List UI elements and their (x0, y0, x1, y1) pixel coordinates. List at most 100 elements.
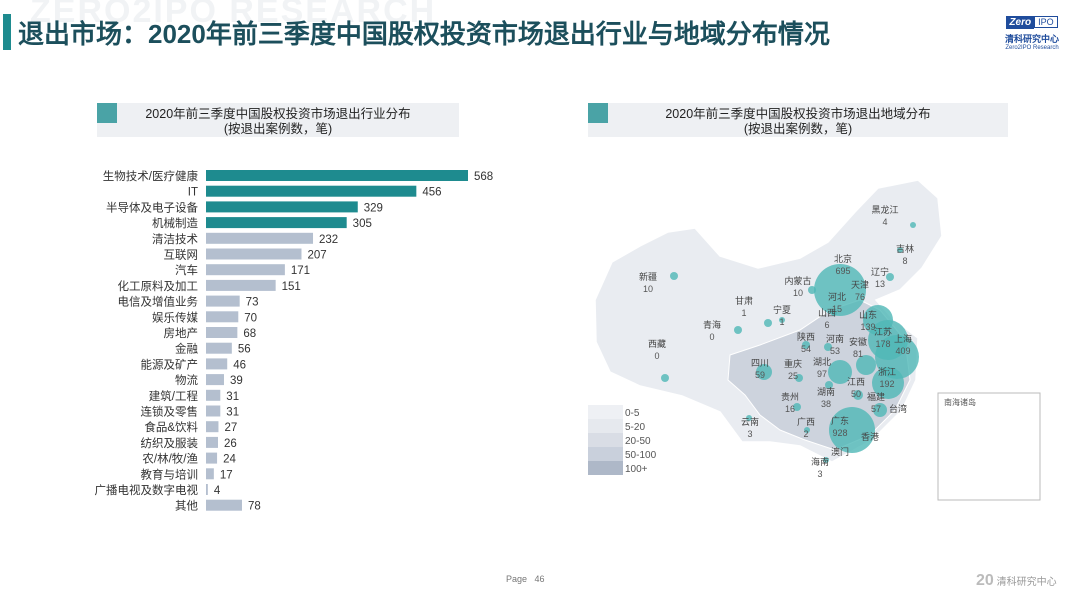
category-label: 建筑/工程 (149, 389, 199, 403)
region-value: 53 (830, 346, 840, 356)
value-label: 56 (238, 344, 251, 356)
inset-south-china-sea (937, 392, 1041, 501)
category-label: 化工原料及加工 (118, 279, 199, 293)
region-name: 宁夏 (773, 304, 791, 315)
region-value: 16 (785, 404, 795, 414)
region-name: 青海 (703, 319, 721, 330)
page-number: 46 (534, 574, 545, 584)
value-label: 329 (364, 202, 383, 214)
value-label: 46 (233, 359, 246, 371)
region-bubble (873, 403, 887, 417)
value-label: 568 (474, 171, 493, 183)
value-label: 78 (248, 501, 261, 513)
region-value: 139 (860, 322, 875, 332)
region-name: 江西 (847, 377, 865, 387)
region-bubble (828, 360, 852, 384)
header-square (588, 103, 608, 123)
region-value: 97 (817, 369, 827, 379)
brand-logo: Zero IPO 清科研究中心 Zero2IPO Research (1000, 12, 1064, 51)
region-value: 1 (779, 317, 784, 327)
region-bubble (779, 317, 785, 323)
region-name: 内蒙古 (784, 275, 811, 286)
value-label: 171 (291, 265, 310, 277)
region-bubble (825, 381, 833, 389)
region-value: 10 (793, 288, 803, 298)
region-bubble (746, 415, 752, 421)
bar (206, 170, 468, 181)
category-label: IT (188, 187, 198, 199)
value-label: 232 (319, 234, 338, 246)
region-bubble (808, 286, 816, 294)
value-label: 26 (224, 438, 237, 450)
region-bubble (670, 272, 678, 280)
region-value: 1 (741, 308, 746, 318)
region-bubble (853, 390, 863, 400)
header-square (97, 103, 117, 123)
region-value: 25 (788, 371, 798, 381)
category-label: 生物技术/医疗健康 (103, 169, 199, 183)
region-value: 3 (817, 469, 822, 479)
region-bubble (814, 264, 866, 316)
bar (206, 468, 214, 480)
region-name: 湖南 (817, 386, 835, 397)
title-accent-bar (3, 14, 11, 50)
page-title: 退出市场：2020年前三季度中国股权投资市场退出行业与地域分布情况 (18, 19, 830, 49)
region-value: 38 (821, 399, 831, 409)
region-name: 香港 (861, 431, 879, 442)
bar (206, 201, 358, 213)
region-name: 山西 (818, 308, 836, 318)
region-value: 192 (879, 379, 894, 389)
region-value: 0 (709, 332, 714, 342)
right-chart-header: 2020年前三季度中国股权投资市场退出地域分布 (按退出案例数，笔) (588, 103, 1008, 137)
region-bubble (897, 247, 903, 253)
region-name: 福建 (867, 391, 885, 402)
value-label: 456 (422, 187, 441, 199)
bar (206, 185, 417, 197)
region-value: 0 (654, 351, 659, 361)
region-name: 江苏 (874, 326, 892, 337)
category-label: 农/林/牧/渔 (142, 452, 198, 466)
category-label: 广播电视及数字电视 (95, 483, 199, 497)
region-name: 台湾 (889, 403, 907, 414)
region-name: 辽宁 (871, 266, 889, 277)
bar (206, 421, 219, 433)
category-label: 连锁及零售 (141, 405, 199, 419)
region-value: 8 (902, 256, 907, 266)
region-value: 50 (851, 389, 861, 399)
region-value: 81 (853, 349, 863, 359)
bar (206, 327, 238, 338)
region-name: 广东 (831, 415, 849, 426)
bar (206, 232, 314, 244)
region-bubble (764, 319, 772, 327)
region-name: 西藏 (648, 338, 666, 349)
category-label: 能源及矿产 (141, 357, 199, 371)
region-name: 澳门 (831, 446, 849, 457)
category-label: 其他 (175, 500, 198, 513)
region-bubble (802, 341, 810, 349)
region-bubble (804, 427, 810, 433)
value-label: 305 (353, 218, 372, 230)
bar (206, 436, 218, 448)
region-name: 海南 (811, 456, 829, 467)
page-footer: Page 46 (506, 574, 545, 584)
legend-swatch (588, 405, 623, 419)
bar (206, 342, 232, 354)
region-name: 河北 (828, 291, 846, 302)
region-name: 甘肃 (735, 295, 753, 306)
legend-label: 0-5 (625, 408, 640, 419)
region-value: 928 (832, 428, 847, 438)
right-chart-title: 2020年前三季度中国股权投资市场退出地域分布 (665, 107, 931, 121)
bar (206, 374, 224, 386)
legend-swatch (588, 461, 623, 475)
bar (206, 499, 242, 511)
value-label: 27 (224, 422, 237, 434)
region-value: 54 (801, 344, 811, 354)
region-value: 409 (895, 346, 910, 356)
logo-name-en: Zero2IPO Research (1005, 45, 1059, 51)
region-name: 北京 (834, 253, 852, 264)
value-label: 151 (282, 281, 301, 293)
category-label: 金融 (175, 342, 198, 356)
legend-label: 5-20 (625, 422, 645, 433)
region-bubble (886, 273, 894, 281)
